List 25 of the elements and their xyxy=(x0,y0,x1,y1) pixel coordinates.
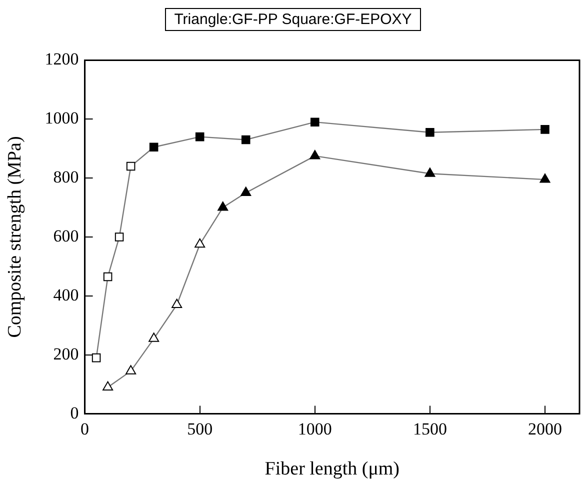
point xyxy=(172,298,182,308)
point xyxy=(310,118,320,126)
point xyxy=(148,332,160,342)
point xyxy=(194,238,206,248)
y-tick-label: 1200 xyxy=(44,50,79,69)
y-tick-label: 600 xyxy=(53,226,79,246)
y-tick-label: 200 xyxy=(53,344,79,364)
x-tick-label: 500 xyxy=(187,419,213,438)
x-tick-label: 1000 xyxy=(298,419,332,438)
x-tick-label: 1500 xyxy=(412,419,447,438)
y-tick-label: 800 xyxy=(53,168,79,187)
chart-title: Triangle:GF-PP Square:GF-EPOXY xyxy=(165,8,421,31)
point xyxy=(149,142,158,152)
y-tick-label: 1000 xyxy=(44,108,79,128)
y-tick-label: 400 xyxy=(53,285,79,304)
x-axis-title: Fiber length (μm) xyxy=(264,458,400,480)
x-tick-label: 2000 xyxy=(528,419,562,438)
point xyxy=(241,135,250,144)
point xyxy=(540,125,550,134)
point xyxy=(102,381,114,391)
point xyxy=(195,132,204,142)
y-tick-label: 0 xyxy=(70,403,79,422)
y-axis-title: Composite strength (MPa) xyxy=(4,136,26,338)
point xyxy=(426,128,434,137)
point xyxy=(126,365,136,374)
